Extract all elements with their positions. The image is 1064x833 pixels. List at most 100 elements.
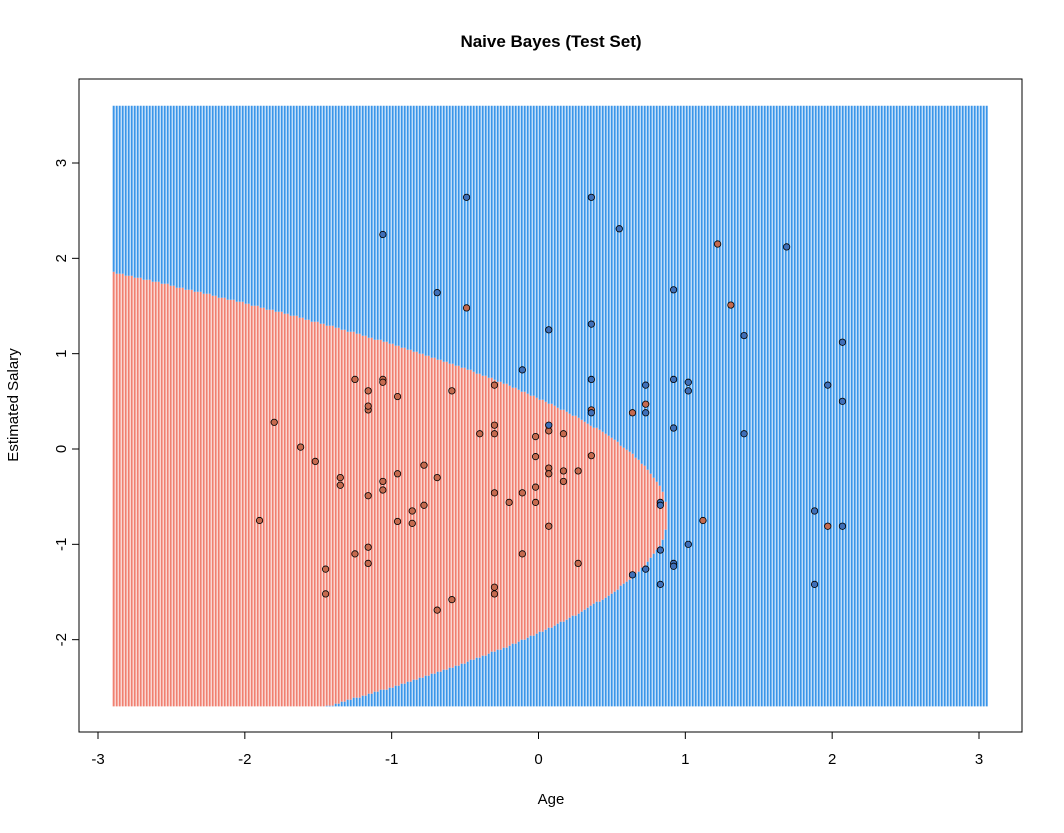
data-point-class-0 xyxy=(321,565,330,573)
y-tick-label: -2 xyxy=(53,633,70,646)
data-point-class-1 xyxy=(628,571,637,579)
data-point-class-0 xyxy=(433,606,441,614)
data-point-class-0 xyxy=(559,430,568,438)
data-point-class-0 xyxy=(364,492,372,500)
data-point-class-0 xyxy=(270,418,278,426)
x-tick-label: 1 xyxy=(681,751,689,768)
data-point-class-1 xyxy=(810,507,819,515)
data-point-class-1 xyxy=(545,421,553,429)
data-point-class-1 xyxy=(379,230,387,239)
data-point-class-0 xyxy=(642,400,650,408)
data-point-class-0 xyxy=(490,430,499,438)
data-point-class-0 xyxy=(351,550,359,558)
data-point-class-0 xyxy=(559,477,568,486)
data-point-class-0 xyxy=(531,498,540,506)
data-point-class-0 xyxy=(490,590,499,598)
region-class-0 xyxy=(112,271,667,707)
data-point-class-1 xyxy=(669,424,678,432)
data-point-class-0 xyxy=(490,583,499,591)
data-points-layer xyxy=(255,193,847,614)
data-point-class-0 xyxy=(587,452,595,460)
data-point-class-0 xyxy=(490,421,499,429)
data-point-class-1 xyxy=(740,331,748,340)
data-point-class-0 xyxy=(336,473,344,482)
y-tick-label: 2 xyxy=(53,254,70,262)
data-point-class-0 xyxy=(476,430,484,438)
x-axis-label: Age xyxy=(538,791,565,808)
data-point-class-0 xyxy=(727,301,735,309)
data-point-class-1 xyxy=(740,430,748,438)
data-point-class-0 xyxy=(490,489,499,497)
data-point-class-0 xyxy=(420,501,428,509)
data-point-class-0 xyxy=(379,378,387,386)
data-point-class-1 xyxy=(587,409,595,417)
x-tick-label: -3 xyxy=(91,751,104,768)
data-point-class-1 xyxy=(669,286,678,294)
data-point-class-0 xyxy=(393,392,402,401)
y-tick-label: 0 xyxy=(53,445,70,453)
data-point-class-0 xyxy=(408,507,416,515)
data-point-class-0 xyxy=(433,473,441,482)
data-point-class-0 xyxy=(559,467,568,475)
data-point-class-0 xyxy=(408,519,416,527)
data-point-class-1 xyxy=(669,562,678,570)
data-point-class-1 xyxy=(587,320,595,328)
data-point-class-1 xyxy=(810,580,819,588)
data-point-class-0 xyxy=(518,550,526,558)
data-point-class-1 xyxy=(587,375,595,384)
data-point-class-0 xyxy=(364,559,372,568)
data-point-class-0 xyxy=(545,522,553,530)
data-point-class-0 xyxy=(393,470,402,478)
x-tick-label: -1 xyxy=(385,751,398,768)
axes-layer: -3 -2 -1 0 1 2 3 -2 -1 0 1 2 3 xyxy=(53,159,983,768)
data-point-class-0 xyxy=(462,304,471,312)
data-point-class-0 xyxy=(545,470,553,478)
data-point-class-0 xyxy=(364,543,372,551)
data-point-class-0 xyxy=(364,402,372,410)
data-point-class-0 xyxy=(574,467,582,475)
data-point-class-1 xyxy=(684,540,692,548)
data-point-class-1 xyxy=(642,381,650,389)
data-point-class-1 xyxy=(838,522,847,530)
data-point-class-1 xyxy=(642,409,650,417)
data-point-class-1 xyxy=(838,397,847,405)
data-point-class-0 xyxy=(255,516,264,525)
decision-region-layer xyxy=(112,105,988,707)
data-point-class-1 xyxy=(615,225,623,233)
data-point-class-0 xyxy=(336,481,344,489)
data-point-class-0 xyxy=(505,498,513,506)
data-point-class-1 xyxy=(824,381,832,389)
data-point-class-1 xyxy=(642,565,650,573)
data-point-class-0 xyxy=(448,387,456,395)
data-point-class-1 xyxy=(838,338,847,346)
data-point-class-0 xyxy=(393,517,402,526)
data-point-class-1 xyxy=(656,546,664,554)
data-point-class-0 xyxy=(628,409,637,417)
data-point-class-1 xyxy=(518,366,526,374)
data-point-class-0 xyxy=(574,559,582,568)
data-point-class-1 xyxy=(684,378,692,386)
data-point-class-1 xyxy=(669,375,678,384)
data-point-class-1 xyxy=(587,193,595,201)
y-tick-label: 3 xyxy=(53,159,70,167)
x-tick-label: 2 xyxy=(828,751,836,768)
data-point-class-0 xyxy=(311,457,319,465)
data-point-class-0 xyxy=(297,443,305,451)
data-point-class-0 xyxy=(531,483,540,491)
data-point-class-0 xyxy=(490,381,499,389)
data-point-class-0 xyxy=(321,590,330,598)
data-point-class-0 xyxy=(379,486,387,494)
data-point-class-1 xyxy=(656,580,664,588)
data-point-class-0 xyxy=(699,516,707,525)
chart-title: Naive Bayes (Test Set) xyxy=(460,32,641,51)
data-point-class-0 xyxy=(714,240,722,248)
data-point-class-1 xyxy=(783,243,791,251)
data-point-class-0 xyxy=(364,387,372,395)
y-tick-label: -1 xyxy=(53,538,70,551)
data-point-class-0 xyxy=(531,433,540,441)
y-tick-label: 1 xyxy=(53,349,70,357)
x-tick-label: -2 xyxy=(238,751,251,768)
x-tick-label: 0 xyxy=(534,751,542,768)
data-point-class-0 xyxy=(379,477,387,486)
